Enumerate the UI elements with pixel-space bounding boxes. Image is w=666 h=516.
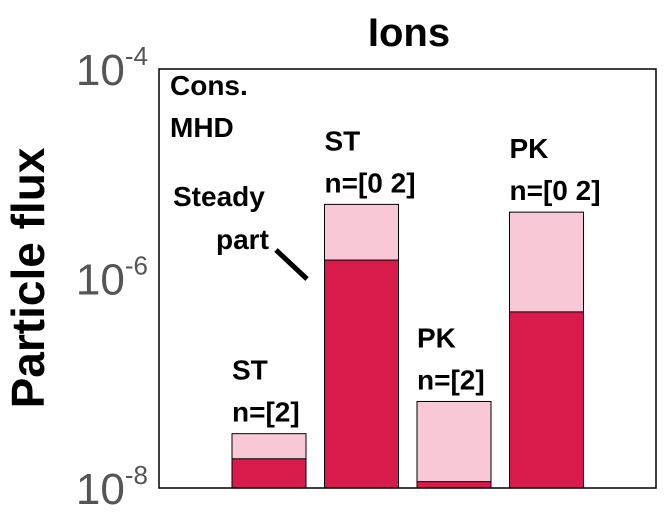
y-tick-base: 10: [76, 46, 125, 95]
y-axis-ticks: 10-410-610-8: [76, 41, 148, 514]
y-tick-label: 10-6: [76, 251, 148, 305]
bar-steady-part: [324, 259, 399, 489]
y-tick-label: 10-4: [76, 41, 148, 95]
y-tick-base: 10: [76, 465, 125, 514]
bar-label-line1: ST: [232, 355, 268, 386]
bar-steady-part: [416, 481, 492, 489]
y-axis-label: Particle flux: [2, 147, 54, 408]
y-tick-label: 10-8: [76, 460, 148, 514]
steady-part-pointer: [274, 248, 309, 281]
bar-total: [416, 400, 492, 489]
steady-part-label-line1: Steady: [173, 181, 265, 212]
plot-frame: [158, 68, 657, 489]
bar-steady-part: [509, 311, 584, 489]
bars: [231, 203, 584, 489]
bar-steady-part: [231, 458, 307, 489]
bar-label-line1: PK: [510, 133, 549, 164]
bar-label-line2: n=[2]: [232, 397, 300, 428]
bar-labels: ST n=[2] ST n=[0 2] PK n=[2] PK n=[0 2]: [232, 125, 601, 427]
steady-part-label-line2: part: [216, 224, 269, 255]
case-label-line2: MHD: [170, 112, 234, 143]
y-tick-exponent: -8: [125, 460, 148, 490]
bar-label-line1: ST: [325, 125, 361, 156]
bar-label-line1: PK: [417, 322, 456, 353]
bar-label-line2: n=[0 2]: [325, 167, 416, 198]
y-tick-exponent: -4: [125, 41, 148, 71]
case-label-line1: Cons.: [170, 70, 248, 101]
bar-label-line2: n=[2]: [417, 364, 485, 395]
chart-title: Ions: [368, 11, 450, 55]
y-tick-exponent: -6: [125, 251, 148, 281]
bar-label-line2: n=[0 2]: [510, 175, 601, 206]
y-tick-base: 10: [76, 256, 125, 305]
